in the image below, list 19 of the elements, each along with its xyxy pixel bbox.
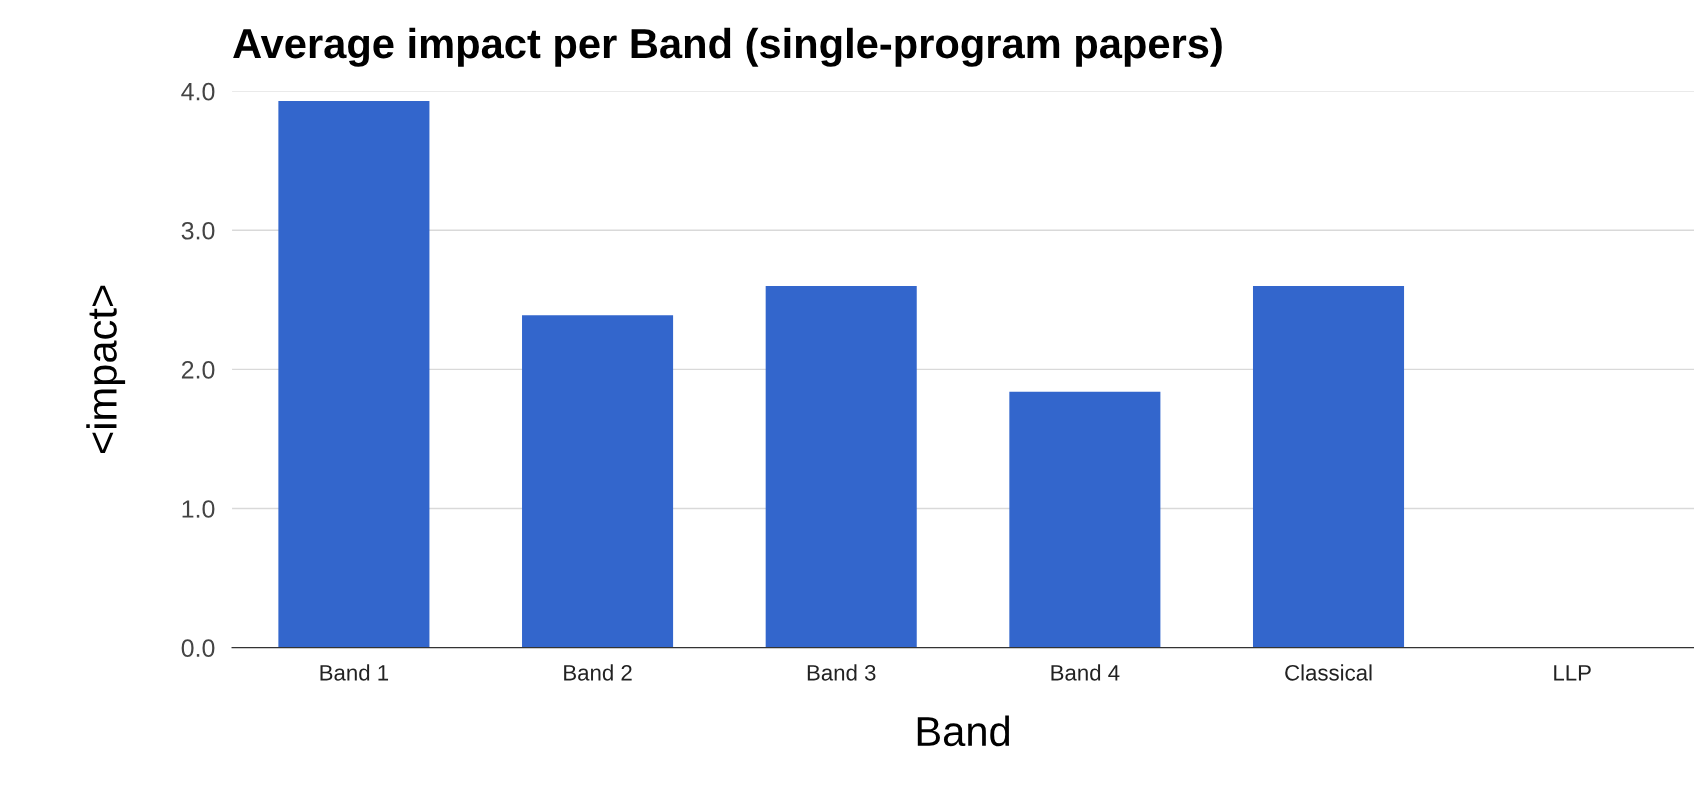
y-tick-label: 3.0 bbox=[181, 221, 215, 240]
y-axis-title: <impact> bbox=[86, 285, 126, 454]
x-tick-label: Band 3 bbox=[807, 664, 876, 681]
y-tick-label: 0.0 bbox=[181, 639, 215, 657]
x-axis-title: Band bbox=[917, 715, 1010, 747]
bar bbox=[278, 100, 430, 648]
bar bbox=[1252, 285, 1405, 648]
x-tick-label: LLP bbox=[1554, 665, 1591, 681]
bar bbox=[522, 315, 674, 648]
x-tick-label: Band 4 bbox=[1051, 664, 1120, 681]
bar bbox=[765, 285, 917, 648]
y-tick-label: 1.0 bbox=[182, 500, 215, 518]
x-tick-label: Band 1 bbox=[320, 664, 389, 681]
bar bbox=[1009, 391, 1161, 648]
x-tick-label: Classical bbox=[1285, 664, 1372, 681]
y-tick-label: 2.0 bbox=[181, 361, 215, 379]
y-tick-label: 4.0 bbox=[181, 82, 215, 101]
chart-title: Average impact per Band (single-program papers) bbox=[233, 27, 1222, 67]
x-tick-label: Band 2 bbox=[564, 664, 632, 681]
